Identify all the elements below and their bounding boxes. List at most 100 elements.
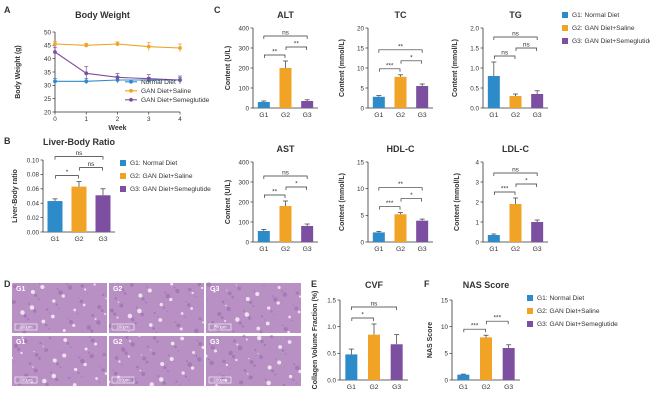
tissue-speckle <box>271 369 274 373</box>
tissue-speckle <box>104 313 107 315</box>
group-legend: G1: Normal Diet G2: GAN Diet+Saline G3: GA… <box>120 160 211 193</box>
histology-image <box>12 336 107 386</box>
tissue-speckle <box>142 356 147 361</box>
legend-marker <box>129 79 133 84</box>
tissue-speckle <box>188 379 190 381</box>
x-tick-label: 4 <box>178 116 182 123</box>
bar-g3 <box>416 86 429 108</box>
tissue-speckle <box>84 288 87 291</box>
significance-bracket <box>400 198 423 202</box>
panel-letter-f: F <box>424 279 430 289</box>
tissue-speckle <box>160 361 165 367</box>
tissue-speckle <box>184 375 188 378</box>
tissue-speckle <box>33 309 37 313</box>
tissue-speckle <box>166 370 169 372</box>
tissue-speckle <box>247 373 249 375</box>
significance-label: *** <box>386 62 394 69</box>
tissue-speckle <box>198 341 203 347</box>
significance-bracket <box>515 47 538 51</box>
bar-g2 <box>480 337 492 380</box>
legend-label: G1: Normal Diet <box>572 12 619 19</box>
tissue-speckle <box>148 323 153 327</box>
tissue-speckle <box>174 321 177 323</box>
tissue-speckle <box>226 306 231 312</box>
tissue-speckle <box>270 310 273 313</box>
tissue-speckle <box>101 368 106 372</box>
y-tick-label: 20 <box>357 25 365 32</box>
chart-alt: ALT 0 100 200 300 400 Content (U/L) G1 G2 G3 ** ** n… <box>225 10 318 119</box>
tissue-speckle <box>162 381 166 385</box>
tissue-speckle <box>109 308 114 313</box>
x-tick-label: G3 <box>533 112 542 119</box>
tissue-speckle <box>105 297 107 300</box>
tissue-speckle <box>265 321 270 326</box>
legend-swatch <box>562 25 568 31</box>
bar-g2 <box>368 334 380 380</box>
tissue-speckle <box>145 360 149 364</box>
tissue-speckle <box>76 312 79 315</box>
y-axis-label: Liver-Body ratio <box>12 169 19 223</box>
bar-g2 <box>71 186 87 232</box>
chart-title: CVF <box>365 280 384 290</box>
tissue-speckle <box>173 286 176 289</box>
tissue-speckle <box>63 338 68 342</box>
y-tick-label: 1.5 <box>470 45 479 52</box>
tissue-speckle <box>128 340 131 342</box>
tissue-speckle <box>90 338 95 343</box>
bar-g3 <box>301 226 314 242</box>
tissue-speckle <box>166 310 168 313</box>
tissue-speckle <box>263 343 267 347</box>
y-tick-label: 10 <box>357 65 365 72</box>
tissue-speckle <box>231 295 234 299</box>
y-tick-label: 400 <box>238 25 249 32</box>
tissue-speckle <box>217 311 222 317</box>
tissue-speckle <box>186 303 191 307</box>
tissue-speckle <box>48 336 52 340</box>
y-tick-label: 0 <box>360 239 364 246</box>
tissue-speckle <box>29 305 35 310</box>
tissue-speckle <box>101 293 105 297</box>
tissue-speckle <box>282 324 284 327</box>
significance-bracket <box>263 54 286 58</box>
tissue-speckle <box>151 351 156 356</box>
legend-label: G1: Normal Diet <box>130 160 177 167</box>
tissue-speckle <box>89 353 95 359</box>
tissue-speckle <box>124 326 128 330</box>
data-point <box>115 75 120 80</box>
y-axis-label: NAS Score <box>427 322 434 358</box>
x-tick-label: 3 <box>147 116 151 123</box>
scale-bar <box>208 376 232 384</box>
y-tick-label: 200 <box>238 199 249 206</box>
x-tick-label: 1 <box>84 116 88 123</box>
significance-label: ns <box>501 50 509 57</box>
significance-bracket <box>515 183 538 187</box>
tissue-speckle <box>248 316 252 320</box>
y-tick-label: 1.5 <box>327 297 336 304</box>
tissue-speckle <box>141 371 146 377</box>
bar-g3 <box>301 101 314 108</box>
tissue-speckle <box>266 380 271 386</box>
tissue-speckle <box>201 346 205 349</box>
tissue-speckle <box>98 381 101 383</box>
y-tick-label: 0.5 <box>327 351 336 358</box>
tissue-speckle <box>70 346 72 348</box>
tissue-speckle <box>236 343 239 346</box>
tissue-speckle <box>204 354 208 358</box>
chart-title: NAS Score <box>463 280 510 290</box>
histology-label: G1 <box>16 286 25 293</box>
tissue-speckle <box>243 310 245 312</box>
x-tick-label: G3 <box>418 112 427 119</box>
tissue-speckle <box>165 293 171 299</box>
tissue-speckle <box>233 339 236 343</box>
x-tick-label: G2 <box>481 384 490 391</box>
x-tick-label: G3 <box>98 236 107 243</box>
tissue-speckle <box>113 312 117 316</box>
tissue-speckle <box>243 369 247 372</box>
x-axis-label: Week <box>108 125 126 132</box>
tissue-speckle <box>264 319 266 321</box>
tissue-speckle <box>253 364 256 367</box>
tissue-speckle <box>244 312 250 317</box>
tissue-speckle <box>77 297 80 299</box>
tissue-speckle <box>281 290 283 292</box>
